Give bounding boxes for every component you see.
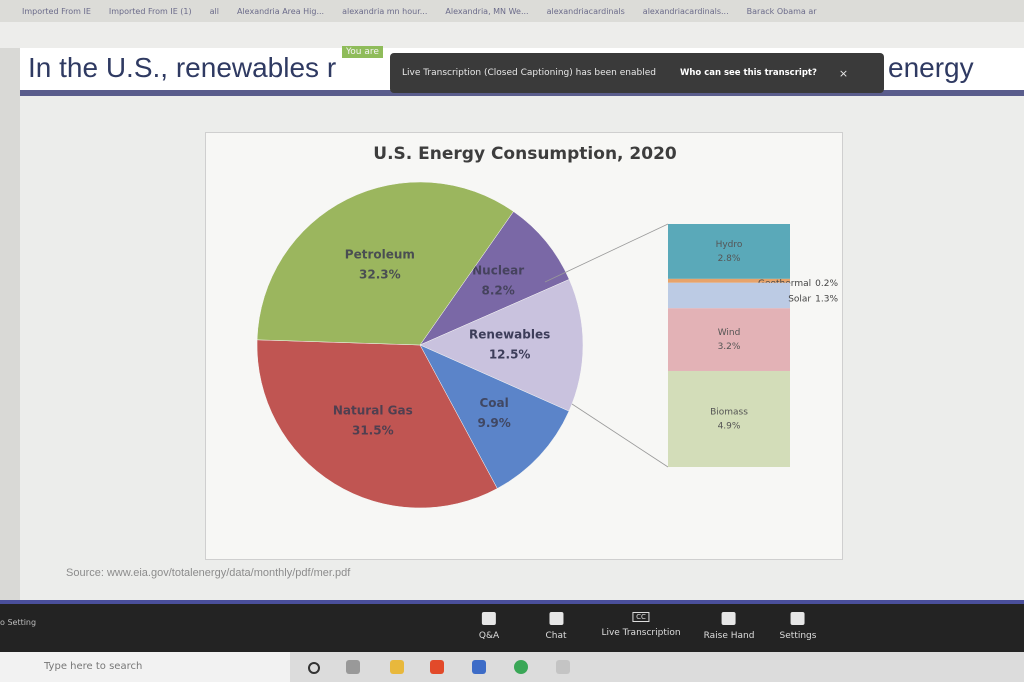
- bookmark[interactable]: all: [209, 6, 219, 16]
- zoom[interactable]: [472, 660, 486, 674]
- bookmark[interactable]: Alexandria Area Hig...: [236, 6, 325, 16]
- pie-slice: [419, 211, 570, 346]
- segment-value: 2.8%: [718, 254, 741, 264]
- segment-label: Wind: [718, 328, 741, 338]
- pie-slice: [419, 344, 570, 489]
- bookmark[interactable]: Imported From IE: [22, 6, 91, 16]
- toolbar-label: Q&A: [478, 631, 500, 641]
- chart: U.S. Energy Consumption, 2020 Nuclear 8.2%…: [256, 144, 838, 509]
- bookmarks-bar: Imported From IE Imported From IE (1) all A…: [0, 0, 1024, 22]
- slice-label: Petroleum: [345, 247, 415, 261]
- toolbar-label: Settings: [779, 631, 817, 641]
- slice-label: Renewables: [469, 328, 550, 342]
- bookmark[interactable]: Alexandria, MN We...: [445, 6, 529, 16]
- slice-value: 32.3%: [359, 267, 401, 281]
- banner: You are: [342, 46, 383, 58]
- app[interactable]: [556, 660, 570, 674]
- toolbar-button[interactable]: Chat: [545, 612, 567, 641]
- cc-icon: CC: [632, 612, 650, 622]
- audio-setting[interactable]: o Setting: [0, 618, 37, 627]
- pie-slice: [419, 279, 584, 412]
- toolbar-button[interactable]: Q&A: [479, 612, 499, 641]
- bookmark[interactable]: alexandria mn hour...: [342, 6, 428, 16]
- connector: [544, 223, 669, 283]
- search-box[interactable]: Type here to search: [0, 652, 290, 682]
- bar-segment: [668, 224, 790, 279]
- chrome[interactable]: [514, 660, 528, 674]
- slice-value: 12.5%: [489, 348, 531, 362]
- slice-value: 8.2%: [481, 283, 514, 297]
- bookmark[interactable]: alexandriacardinals: [546, 6, 625, 16]
- slice-value: 9.9%: [477, 416, 510, 430]
- toolbar-label: Raise Hand: [703, 631, 755, 641]
- notification: Live Transcription (Closed Captioning) h…: [390, 53, 884, 93]
- bar-segment: [668, 308, 790, 371]
- tab-strip: [0, 22, 1024, 48]
- segment-label: Biomass: [710, 407, 748, 417]
- bookmark[interactable]: Imported From IE (1): [108, 6, 192, 16]
- bar-segment: [668, 282, 790, 309]
- task-view[interactable]: [346, 660, 360, 674]
- toolbar-icon: [721, 612, 736, 625]
- segment-name: Solar: [788, 294, 811, 304]
- connector: [571, 403, 669, 468]
- notice-link[interactable]: Who can see this transcript?: [679, 68, 817, 78]
- toolbar-button[interactable]: Settings: [779, 612, 817, 641]
- cortana[interactable]: [308, 662, 320, 674]
- slide-title: In the U.S., renewables r: [28, 52, 337, 83]
- segment-value: 0.2%: [815, 278, 838, 288]
- toolbar-icon: [790, 612, 805, 625]
- bar-segment: [668, 278, 790, 283]
- taskbar: Type here to search: [0, 652, 1024, 682]
- slice-label: Coal: [479, 396, 508, 410]
- source: Source: www.eia.gov/totalenergy/data/mon…: [66, 567, 351, 579]
- office[interactable]: [430, 660, 444, 674]
- pie-slice: [256, 339, 498, 509]
- close-button[interactable]: ×: [838, 66, 849, 80]
- chart-title: U.S. Energy Consumption, 2020: [373, 144, 677, 164]
- segment-value: 1.3%: [815, 294, 838, 304]
- segment-value: 3.2%: [718, 342, 741, 352]
- toolbar-label: Chat: [545, 631, 567, 641]
- slice-value: 31.5%: [352, 424, 394, 438]
- toolbar-button[interactable]: Raise Hand: [703, 612, 755, 641]
- segment-value: 4.9%: [718, 421, 741, 431]
- toolbar-icon: [481, 612, 496, 625]
- bookmark[interactable]: Barack Obama ar: [746, 6, 817, 16]
- bar-segment: [668, 370, 790, 467]
- slice-label: Nuclear: [472, 263, 524, 277]
- segment-label: Hydro: [716, 240, 743, 250]
- slice-label: Natural Gas: [333, 404, 413, 418]
- pie-slice: [256, 181, 514, 346]
- toolbar-label: Live Transcription: [601, 628, 681, 638]
- explorer[interactable]: [390, 660, 404, 674]
- slide-title-end: energy: [888, 52, 974, 83]
- toolbar-button[interactable]: CC Live Transcription: [601, 612, 681, 638]
- notice-text: Live Transcription (Closed Captioning) h…: [402, 68, 656, 78]
- meeting-toolbar: o Setting Q&A Chat CC Live Transcription Rai…: [0, 600, 1024, 652]
- toolbar-icon: [548, 612, 563, 625]
- segment-label: Solar 1.3%: [788, 294, 838, 304]
- bookmark[interactable]: alexandriacardinals...: [642, 6, 729, 16]
